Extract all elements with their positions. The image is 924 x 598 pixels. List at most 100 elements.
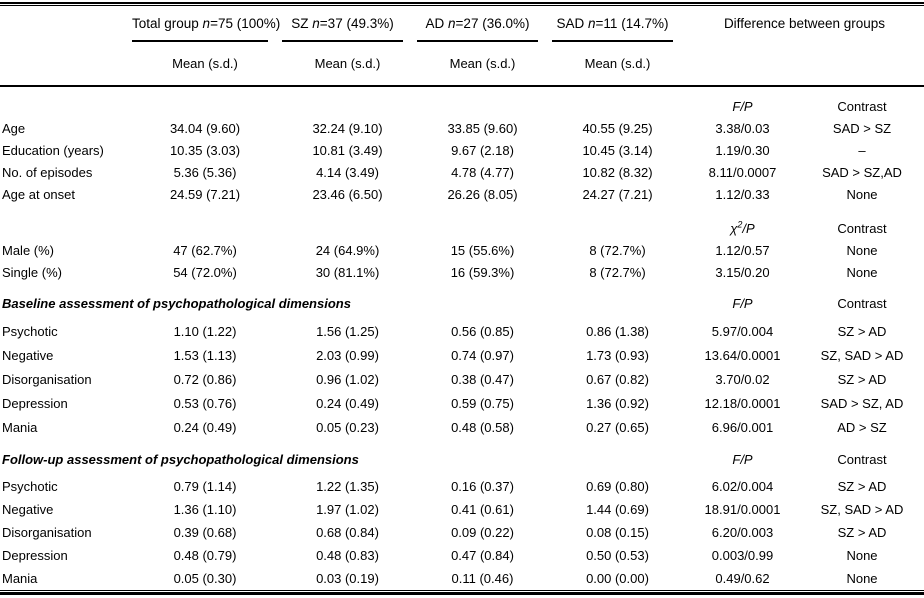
cell-sad-mean: 0.86 (1.38) [586, 323, 649, 339]
cell-sz-mean: 1.22 (1.35) [316, 479, 379, 494]
header-ad-group: AD n=27 (36.0%) [415, 6, 550, 42]
row-label: Disorganisation [2, 525, 92, 540]
cell-fp: 3.70/0.02 [715, 371, 770, 387]
section-header-followup: Follow-up assessment of psychopathologic… [0, 448, 924, 470]
cell-sad-mean: 0.69 (0.80) [586, 479, 649, 494]
table-header-row: Total group n=75 (100%) SZ n=37 (49.3%) … [0, 6, 924, 42]
cell-sad-mean: 0.00 (0.00) [586, 571, 649, 586]
cell-ad-mean: 9.67 (2.18) [451, 142, 514, 158]
cell-sz-mean: 30 (81.1%) [315, 264, 380, 280]
header-sad-n: n [588, 16, 596, 31]
cell-total-mean: 47 (62.7%) [173, 242, 237, 258]
cell-fp: 6.20/0.003 [711, 525, 774, 540]
table-row: Single (%) 54 (72.0%) 30 (81.1%) 16 (59.… [0, 261, 924, 283]
table-row: Education (years) 10.35 (3.03) 10.81 (3.… [0, 139, 924, 161]
header-ad-text: AD [425, 16, 449, 31]
mean-sd-sad: Mean (s.d.) [584, 56, 651, 71]
cell-total-mean: 0.48 (0.79) [173, 548, 237, 563]
stat-header-row-chi: χ2/P Contrast [0, 217, 924, 239]
cell-contrast: SZ > AD [837, 371, 887, 387]
cell-ad-mean: 0.48 (0.58) [451, 419, 514, 435]
header-sz-text: SZ [291, 16, 313, 31]
cell-total-mean: 0.24 (0.49) [173, 419, 237, 435]
table-row: Disorganisation 0.72 (0.86) 0.96 (1.02) … [0, 367, 924, 391]
cell-sz-mean: 1.97 (1.02) [316, 502, 379, 517]
row-label: Age at onset [2, 186, 75, 202]
header-sz-count: =37 (49.3%) [319, 16, 394, 31]
contrast-stat-header: Contrast [837, 220, 887, 236]
cell-sz-mean: 0.68 (0.84) [316, 525, 379, 540]
cell-sz-mean: 23.46 (6.50) [312, 186, 383, 202]
contrast-stat-header: Contrast [837, 451, 887, 467]
cell-ad-mean: 0.41 (0.61) [451, 502, 514, 517]
cell-contrast: None [846, 571, 878, 586]
cell-sad-mean: 1.36 (0.92) [586, 395, 649, 411]
cell-contrast: SAD > SZ,AD [822, 164, 902, 180]
cell-contrast: None [846, 242, 878, 258]
fp-stat-header: F/P [732, 451, 753, 467]
cell-contrast: SAD > SZ, AD [820, 395, 904, 411]
cell-fp: 0.49/0.62 [715, 571, 770, 586]
cell-sad-mean: 1.73 (0.93) [586, 347, 649, 363]
stat-header-row-fp: F/P Contrast [0, 95, 924, 117]
table-row: Depression 0.53 (0.76) 0.24 (0.49) 0.59 … [0, 391, 924, 415]
cell-fp: 1.12/0.57 [715, 242, 770, 258]
cell-ad-mean: 15 (55.6%) [450, 242, 515, 258]
cell-total-mean: 0.39 (0.68) [173, 525, 237, 540]
mean-sd-ad: Mean (s.d.) [449, 56, 516, 71]
cell-sz-mean: 2.03 (0.99) [316, 347, 379, 363]
cell-fp: 12.18/0.0001 [704, 395, 781, 411]
cell-contrast: – [858, 142, 866, 158]
row-label: Depression [2, 395, 68, 411]
mean-sd-header-row: Mean (s.d.) Mean (s.d.) Mean (s.d.) Mean… [0, 42, 924, 85]
cell-ad-mean: 16 (59.3%) [450, 264, 515, 280]
cell-total-mean: 1.53 (1.13) [173, 347, 237, 363]
chi-exponent: 2 [737, 219, 743, 230]
cell-sz-mean: 1.56 (1.25) [316, 323, 379, 339]
cell-sz-mean: 10.81 (3.49) [312, 142, 383, 158]
cell-sz-mean: 0.24 (0.49) [316, 395, 379, 411]
cell-fp: 3.15/0.20 [715, 264, 770, 280]
cell-total-mean: 10.35 (3.03) [169, 142, 241, 158]
table-row: Age at onset 24.59 (7.21) 23.46 (6.50) 2… [0, 183, 924, 205]
cell-total-mean: 34.04 (9.60) [169, 120, 241, 136]
table-row: Psychotic 0.79 (1.14) 1.22 (1.35) 0.16 (… [0, 475, 924, 498]
contrast-stat-header: Contrast [837, 98, 887, 114]
section-header-baseline: Baseline assessment of psychopathologica… [0, 292, 924, 314]
row-label: Mania [2, 419, 38, 435]
row-label: Age [2, 120, 26, 136]
cell-contrast: SZ, SAD > AD [820, 502, 904, 517]
row-label: Disorganisation [2, 371, 92, 387]
cell-sz-mean: 0.96 (1.02) [316, 371, 379, 387]
cell-ad-mean: 0.09 (0.22) [451, 525, 514, 540]
chi-over-p: /P [742, 220, 755, 236]
cell-total-mean: 54 (72.0%) [173, 264, 237, 280]
header-total-text: Total group [132, 16, 203, 31]
table-mid-rule [0, 85, 924, 87]
table-row: Psychotic 1.10 (1.22) 1.56 (1.25) 0.56 (… [0, 319, 924, 343]
header-ad-n: n [448, 16, 456, 31]
row-label: Depression [2, 548, 68, 563]
cell-sz-mean: 32.24 (9.10) [312, 120, 383, 136]
cell-sad-mean: 10.45 (3.14) [582, 142, 653, 158]
chi-symbol: χ [730, 220, 738, 236]
cell-ad-mean: 0.56 (0.85) [451, 323, 514, 339]
cell-contrast: SZ, SAD > AD [820, 347, 904, 363]
cell-sad-mean: 0.27 (0.65) [586, 419, 649, 435]
row-label: Negative [2, 347, 54, 363]
cell-fp: 0.003/0.99 [711, 548, 774, 563]
cell-sad-mean: 10.82 (8.32) [582, 164, 653, 180]
cell-fp: 5.97/0.004 [711, 323, 774, 339]
cell-ad-mean: 0.47 (0.84) [451, 548, 514, 563]
table-row: No. of episodes 5.36 (5.36) 4.14 (3.49) … [0, 161, 924, 183]
cell-sz-mean: 24 (64.9%) [315, 242, 380, 258]
cell-fp: 8.11/0.0007 [708, 164, 777, 180]
cell-sz-mean: 4.14 (3.49) [316, 164, 379, 180]
cell-sad-mean: 1.44 (0.69) [586, 502, 649, 517]
header-difference-between-groups: Difference between groups [723, 16, 886, 31]
cell-ad-mean: 0.59 (0.75) [451, 395, 514, 411]
table-row: Depression 0.48 (0.79) 0.48 (0.83) 0.47 … [0, 544, 924, 567]
header-sz-group: SZ n=37 (49.3%) [280, 6, 415, 42]
section-label: Baseline assessment of psychopathologica… [2, 295, 351, 311]
